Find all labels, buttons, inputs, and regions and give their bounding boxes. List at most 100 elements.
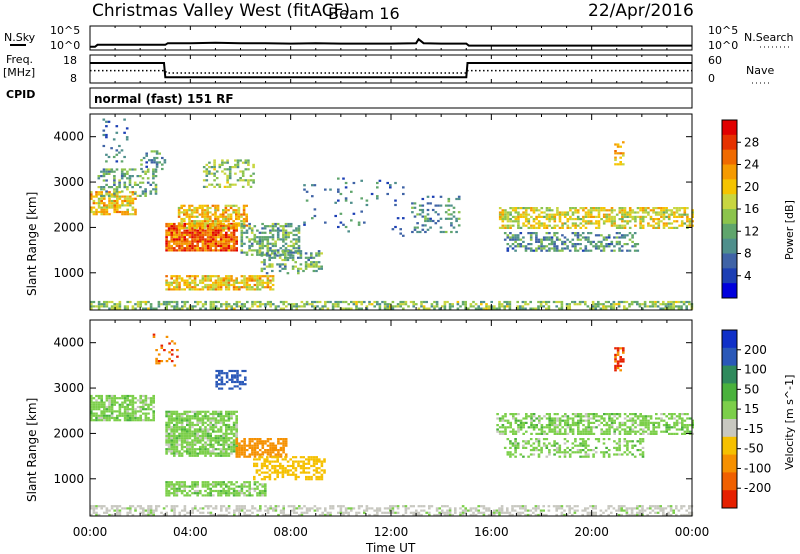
range-cell — [235, 446, 239, 449]
range-cell — [581, 513, 584, 517]
range-cell — [509, 220, 512, 223]
range-cell — [266, 300, 270, 304]
range-cell — [540, 243, 543, 246]
range-cell — [170, 439, 173, 442]
range-cell — [461, 511, 465, 514]
range-cell — [209, 211, 212, 214]
range-cell — [243, 283, 246, 287]
range-cell — [551, 424, 554, 427]
range-cell — [621, 226, 624, 229]
range-cell — [206, 222, 209, 225]
range-cell — [282, 449, 285, 452]
range-cell — [259, 300, 262, 304]
range-cell — [95, 412, 98, 415]
range-cell — [214, 231, 218, 234]
range-cell — [297, 464, 300, 468]
range-cell — [456, 307, 460, 310]
range-cell — [110, 300, 114, 304]
range-cell — [129, 204, 132, 207]
range-cell — [201, 233, 205, 237]
range-cell — [144, 397, 148, 400]
range-cell — [498, 513, 501, 517]
range-cell — [376, 300, 379, 304]
range-cell — [545, 213, 549, 216]
range-cell — [205, 172, 209, 175]
range-cell — [623, 220, 627, 223]
range-cell — [282, 240, 285, 243]
range-cell — [183, 494, 186, 497]
range-cell — [206, 443, 210, 446]
range-cell — [90, 307, 93, 310]
range-cell — [199, 281, 202, 284]
range-cell — [675, 305, 678, 308]
range-cell — [599, 307, 603, 310]
range-cell — [214, 426, 218, 429]
range-cell — [161, 163, 164, 166]
range-cell — [664, 305, 668, 308]
range-cell — [170, 450, 173, 453]
range-cell — [641, 224, 645, 227]
range-cell — [235, 453, 239, 456]
range-cell — [594, 303, 597, 306]
range-cell — [621, 207, 624, 210]
range-cell — [175, 492, 179, 495]
range-cell — [108, 213, 111, 216]
range-cell — [509, 426, 512, 429]
range-cell — [540, 245, 543, 248]
range-cell — [563, 222, 567, 225]
range-cell — [268, 460, 272, 463]
range-cell — [553, 249, 556, 252]
range-cell — [439, 230, 443, 234]
range-cell — [123, 307, 127, 310]
range-cell — [206, 213, 209, 216]
range-cell — [602, 222, 606, 225]
range-cell — [242, 217, 246, 221]
range-cell — [152, 511, 155, 514]
range-cell — [199, 511, 202, 514]
range-cell — [501, 430, 505, 433]
range-cell — [103, 213, 106, 216]
range-cell — [641, 507, 644, 510]
range-cell — [147, 408, 150, 411]
range-cell — [90, 303, 93, 306]
range-cell — [191, 227, 194, 230]
range-cell — [134, 416, 137, 420]
range-cell — [229, 213, 233, 216]
range-cell — [142, 513, 145, 517]
range-cell — [178, 283, 181, 287]
range-cell — [633, 507, 636, 510]
range-cell — [261, 222, 264, 226]
range-cell — [123, 416, 127, 420]
range-cell — [105, 183, 108, 186]
range-cell — [217, 421, 220, 424]
range-cell — [110, 505, 114, 508]
range-cell — [310, 478, 313, 481]
range-cell — [142, 419, 145, 422]
range-cell — [602, 207, 606, 210]
range-cell — [165, 511, 168, 514]
range-cell — [529, 247, 533, 250]
range-cell — [196, 233, 199, 237]
range-cell — [412, 505, 415, 508]
range-cell — [212, 513, 215, 517]
range-cell — [226, 177, 229, 180]
range-cell — [92, 507, 96, 510]
range-cell — [165, 487, 168, 490]
range-cell — [282, 446, 285, 449]
range-cell — [630, 507, 634, 510]
range-cell — [673, 215, 676, 218]
range-cell — [292, 462, 295, 465]
range-cell — [334, 201, 337, 204]
range-cell — [647, 213, 650, 216]
range-cell — [217, 452, 220, 455]
range-cell — [219, 215, 222, 218]
range-cell — [561, 243, 564, 246]
range-cell — [139, 505, 142, 508]
range-cell — [299, 252, 303, 255]
range-cell — [131, 206, 135, 209]
range-cell — [201, 229, 205, 232]
range-cell — [193, 279, 197, 282]
range-cell — [152, 188, 155, 191]
range-cell — [594, 507, 597, 510]
range-cell — [269, 444, 272, 447]
